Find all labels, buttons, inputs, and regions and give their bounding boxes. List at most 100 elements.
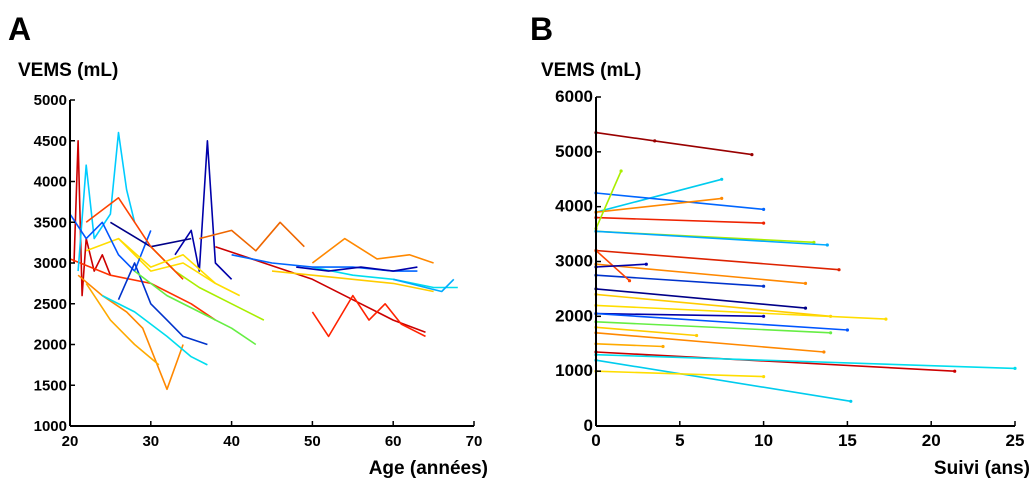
panel-b-data-point bbox=[762, 221, 766, 225]
panel-a-xlabel: Age (années) bbox=[369, 458, 488, 479]
panel-a-y-tick-label: 2000 bbox=[34, 337, 67, 354]
panel-a-series-line bbox=[101, 294, 208, 366]
panel-b-x-tick-label: 20 bbox=[922, 431, 941, 450]
panel-a-series-line bbox=[296, 266, 418, 272]
panel-b-data-point bbox=[750, 153, 754, 157]
panel-b-data-point bbox=[953, 369, 957, 373]
panel-a-series-line bbox=[117, 262, 208, 346]
panel-b-series-line bbox=[595, 293, 831, 318]
panel-a-series-line bbox=[215, 245, 426, 334]
panel-b-series-line bbox=[595, 326, 697, 337]
panel-b-series-line bbox=[595, 332, 824, 353]
panel-b-series-line bbox=[595, 288, 806, 309]
panel-b-series-line bbox=[595, 359, 851, 403]
panel-b-data-point bbox=[762, 375, 766, 379]
panel-a-x-tick-label: 50 bbox=[304, 433, 321, 450]
panel-a-series-line bbox=[77, 131, 136, 272]
panel-b-data-point bbox=[720, 177, 724, 181]
panel-a-y-tick-label: 3000 bbox=[34, 255, 67, 272]
panel-a-series-line bbox=[69, 258, 216, 321]
panel-a-x-tick-label: 60 bbox=[385, 433, 402, 450]
panel-b-y-tick-label: 2000 bbox=[555, 306, 593, 325]
panel-b-y-tick-label: 1000 bbox=[555, 361, 593, 380]
panel-a-y-tick-label: 2500 bbox=[34, 296, 67, 313]
panel-a-y-tick-label: 5000 bbox=[34, 92, 67, 109]
panel-b-data-point bbox=[653, 139, 657, 143]
panel-a-series-line bbox=[77, 274, 184, 391]
panel-a-y-tick-label: 1500 bbox=[34, 377, 67, 394]
panel-b-data-point bbox=[829, 331, 833, 335]
panel-b-data-point bbox=[825, 243, 829, 247]
panel-b-data-point bbox=[822, 350, 826, 354]
panel-b-series-line bbox=[595, 353, 1016, 370]
panel-b-series-line bbox=[595, 263, 647, 268]
panel-b-series-line bbox=[595, 370, 764, 378]
panel-b-label: B bbox=[530, 11, 553, 47]
panel-b-data-point bbox=[695, 333, 699, 338]
panel-b-series-line bbox=[595, 351, 955, 372]
panel-a-series-line bbox=[85, 197, 184, 280]
panel-b-xlabel: Suivi (ans) bbox=[934, 458, 1030, 479]
panel-b-data-point bbox=[837, 268, 841, 272]
panel-a-y-tick-label: 4500 bbox=[34, 133, 67, 150]
panel-b-y-tick-label: 6000 bbox=[555, 87, 593, 106]
panel-b-data-point bbox=[661, 344, 665, 349]
panel-a-series-group bbox=[69, 131, 458, 391]
panel-b-data-point bbox=[803, 281, 808, 285]
panel-b-series-line bbox=[595, 192, 764, 211]
panel-a-axes: 1000 1500 2000 2500 3000 3500 4000 4500 5000 20 30… bbox=[34, 92, 483, 450]
panel-a-label: A bbox=[8, 11, 31, 47]
panel-a-series-line bbox=[85, 237, 216, 285]
panel-a-x-tick-label: 40 bbox=[223, 433, 240, 450]
panel-b-series-line bbox=[595, 131, 753, 156]
panel-b-data-point bbox=[762, 207, 766, 211]
panel-a-x-tick-label: 70 bbox=[466, 433, 483, 450]
panel-a-series-line bbox=[311, 237, 434, 264]
panel-a-x-tick-label: 20 bbox=[62, 433, 79, 450]
panel-b-data-point bbox=[849, 399, 853, 403]
panel-a-series-line bbox=[69, 213, 152, 272]
panel-a-series-line bbox=[393, 278, 455, 293]
panel-b-series-line bbox=[595, 249, 840, 271]
panel-b-data-point bbox=[627, 279, 632, 283]
panel-a-y-tick-label: 1000 bbox=[34, 418, 67, 435]
panel-a-ylabel: VEMS (mL) bbox=[18, 60, 118, 81]
panel-b-series-line bbox=[595, 170, 622, 229]
panel-b-y-tick-label: 3000 bbox=[555, 252, 593, 271]
panel-b-data-point bbox=[845, 328, 850, 332]
panel-b-data-point bbox=[884, 317, 888, 321]
panel-b-series-line bbox=[595, 230, 828, 246]
panel-a-series-line bbox=[199, 221, 305, 252]
panel-b-series-line bbox=[595, 312, 764, 318]
panel-a-y-tick-label: 3500 bbox=[34, 214, 67, 231]
panel-b-x-tick-label: 25 bbox=[1006, 431, 1025, 450]
panel-b-y-tick-label: 5000 bbox=[555, 142, 593, 161]
panel-a-x-tick-label: 30 bbox=[142, 433, 159, 450]
panel-b-data-point bbox=[762, 284, 766, 288]
panel-a-series-line bbox=[85, 282, 160, 366]
panel-b-y-tick-label: 4000 bbox=[555, 197, 593, 216]
panel-a-series-line bbox=[311, 294, 426, 338]
panel-a-y-tick-label: 4000 bbox=[34, 174, 67, 191]
panel-b-data-point bbox=[762, 314, 766, 318]
panel-b-x-tick-label: 5 bbox=[675, 431, 684, 450]
panel-b-series-line bbox=[595, 178, 722, 213]
panel-a-series-line bbox=[134, 270, 257, 346]
panel-b-data-point bbox=[644, 262, 648, 266]
panel-a-series-line bbox=[174, 140, 233, 280]
panel-b-ylabel: VEMS (mL) bbox=[541, 60, 641, 81]
panel-b-data-point bbox=[619, 169, 623, 173]
panel-b-series-group bbox=[594, 131, 1017, 403]
panel-b-series-line bbox=[595, 312, 848, 331]
panel-b-y-tick-label: 0 bbox=[584, 416, 593, 435]
panel-b-data-point bbox=[1013, 366, 1017, 370]
panel-b-series-line bbox=[595, 263, 806, 285]
panel-b-series-line bbox=[595, 343, 664, 348]
panel-b-axes: 0 1000 2000 3000 4000 5000 6000 0 5 10 15 20 25 bbox=[555, 87, 1024, 450]
panel-b-x-tick-label: 0 bbox=[591, 431, 600, 450]
panel-b-data-point bbox=[720, 196, 724, 200]
panel-b-data-point bbox=[812, 240, 816, 244]
panel-b-series-line bbox=[595, 197, 722, 213]
panel-a-series-line bbox=[271, 270, 434, 293]
